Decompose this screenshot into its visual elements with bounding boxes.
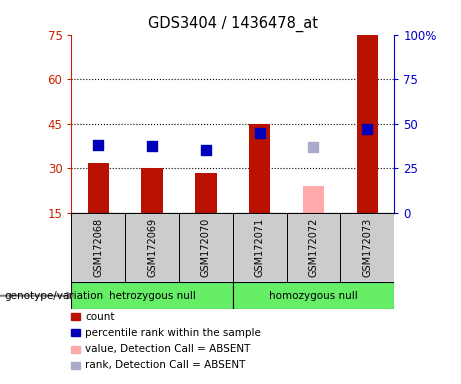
Text: genotype/variation: genotype/variation — [5, 291, 104, 301]
Point — [202, 147, 210, 153]
Title: GDS3404 / 1436478_at: GDS3404 / 1436478_at — [148, 16, 318, 32]
Text: percentile rank within the sample: percentile rank within the sample — [85, 328, 261, 338]
Text: GSM172073: GSM172073 — [362, 218, 372, 277]
Text: GSM172068: GSM172068 — [93, 218, 103, 277]
Bar — [179, 213, 233, 282]
Bar — [195, 173, 217, 213]
Bar — [71, 213, 125, 282]
Bar — [287, 213, 340, 282]
Point — [148, 143, 156, 149]
Bar — [303, 186, 324, 213]
Text: rank, Detection Call = ABSENT: rank, Detection Call = ABSENT — [85, 360, 246, 370]
Bar — [88, 162, 109, 213]
Point — [256, 130, 263, 136]
Text: value, Detection Call = ABSENT: value, Detection Call = ABSENT — [85, 344, 251, 354]
Bar — [233, 282, 394, 309]
Point — [310, 144, 317, 150]
Text: GSM172069: GSM172069 — [147, 218, 157, 277]
Bar — [249, 124, 271, 213]
Bar — [71, 282, 233, 309]
Bar — [340, 213, 394, 282]
Text: homozygous null: homozygous null — [269, 291, 358, 301]
Bar — [125, 213, 179, 282]
Bar — [356, 35, 378, 213]
Bar — [233, 213, 287, 282]
Text: GSM172070: GSM172070 — [201, 218, 211, 277]
Text: hetrozygous null: hetrozygous null — [109, 291, 195, 301]
Bar — [142, 169, 163, 213]
Text: GSM172072: GSM172072 — [308, 218, 319, 277]
Text: GSM172071: GSM172071 — [254, 218, 265, 277]
Point — [95, 142, 102, 148]
Point — [364, 126, 371, 132]
Text: count: count — [85, 312, 115, 322]
